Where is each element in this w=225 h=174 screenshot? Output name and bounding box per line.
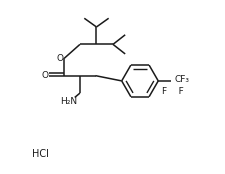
Text: O: O [56,54,63,63]
Text: CF₃: CF₃ [174,75,189,84]
Text: HCl: HCl [32,149,49,159]
Text: O: O [41,71,48,80]
Text: H₂N: H₂N [60,97,77,106]
Text: F    F: F F [162,87,183,96]
